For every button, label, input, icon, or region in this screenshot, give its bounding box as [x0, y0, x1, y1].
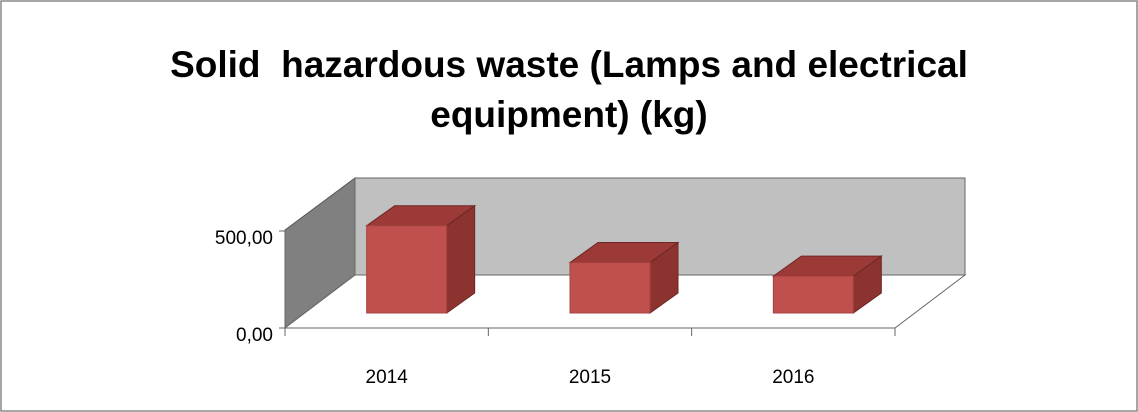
x-tick-label: 2015 — [569, 367, 611, 388]
bar — [366, 225, 448, 314]
y-tick-label: 0,00 — [236, 325, 273, 346]
bar — [772, 275, 854, 314]
bar — [569, 262, 651, 314]
y-tick-label: 500,00 — [215, 228, 273, 249]
x-tick-label: 2014 — [366, 367, 409, 388]
chart-title: Solid hazardous waste (Lamps and electri… — [170, 44, 979, 135]
x-tick-label: 2016 — [772, 367, 814, 388]
